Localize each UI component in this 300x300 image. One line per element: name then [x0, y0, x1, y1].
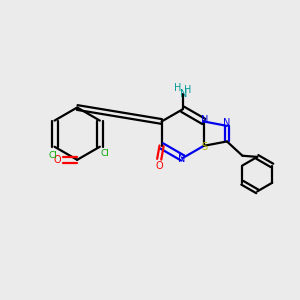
- Text: N: N: [180, 88, 187, 98]
- Text: H: H: [174, 83, 181, 93]
- Text: O: O: [53, 155, 61, 165]
- Text: H: H: [184, 85, 192, 95]
- Text: N: N: [178, 154, 186, 164]
- Text: Cl: Cl: [49, 151, 58, 160]
- Text: O: O: [155, 161, 163, 171]
- Text: Cl: Cl: [101, 149, 110, 158]
- Text: N: N: [201, 115, 208, 125]
- Text: N: N: [223, 118, 231, 128]
- Text: S: S: [202, 142, 208, 152]
